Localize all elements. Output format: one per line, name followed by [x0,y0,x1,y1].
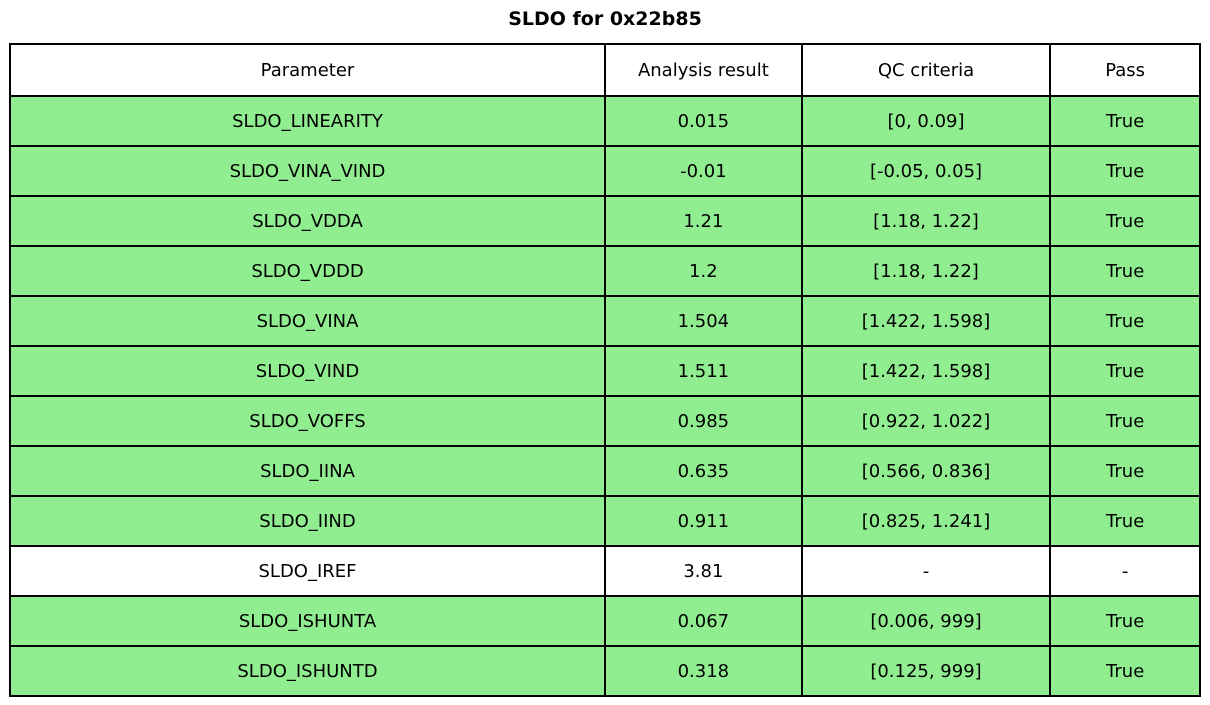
cell-parameter: SLDO_ISHUNTD [8,645,607,697]
cell-result: 0.067 [604,595,803,647]
table-row: SLDO_IIND 0.911 [0.825, 1.241] True [8,495,1201,547]
cell-result: 0.985 [604,395,803,447]
col-header-qc-criteria: QC criteria [800,43,1052,97]
cell-result: 0.911 [604,495,803,547]
table-row: SLDO_ISHUNTD 0.318 [0.125, 999] True [8,645,1201,697]
cell-result: 1.504 [604,295,803,347]
cell-criteria: [1.18, 1.22] [800,195,1052,247]
cell-result: 1.21 [604,195,803,247]
cell-pass: True [1049,345,1201,397]
cell-criteria: [0.125, 999] [800,645,1052,697]
cell-criteria: [1.18, 1.22] [800,245,1052,297]
table-row: SLDO_LINEARITY 0.015 [0, 0.09] True [8,95,1201,147]
cell-pass: True [1049,395,1201,447]
cell-criteria: [0.825, 1.241] [800,495,1052,547]
cell-criteria: [-0.05, 0.05] [800,145,1052,197]
cell-pass: True [1049,195,1201,247]
cell-pass: True [1049,145,1201,197]
cell-pass: True [1049,645,1201,697]
cell-result: 0.015 [604,95,803,147]
cell-parameter: SLDO_LINEARITY [8,95,607,147]
col-header-analysis-result: Analysis result [604,43,803,97]
cell-pass: True [1049,445,1201,497]
cell-parameter: SLDO_VINA_VIND [8,145,607,197]
qc-results-table: Parameter Analysis result QC criteria Pa… [8,43,1201,697]
table-row: SLDO_VINA 1.504 [1.422, 1.598] True [8,295,1201,347]
table-row: SLDO_VINA_VIND -0.01 [-0.05, 0.05] True [8,145,1201,197]
table-header: Parameter Analysis result QC criteria Pa… [8,43,1201,97]
table-row: SLDO_IREF 3.81- - [8,545,1201,597]
cell-parameter: SLDO_IIND [8,495,607,547]
cell-result: 3.81 [604,545,803,597]
cell-parameter: SLDO_IREF [8,545,607,597]
cell-result: 0.318 [604,645,803,697]
chart-title: SLDO for 0x22b85 [508,8,702,30]
cell-parameter: SLDO_VOFFS [8,395,607,447]
cell-pass: True [1049,495,1201,547]
table-body: SLDO_LINEARITY 0.015 [0, 0.09] True SLDO_VIN… [8,95,1201,697]
cell-pass: True [1049,295,1201,347]
table-row: SLDO_VIND 1.511 [1.422, 1.598] True [8,345,1201,397]
cell-result: 1.511 [604,345,803,397]
cell-criteria: [1.422, 1.598] [800,295,1052,347]
cell-parameter: SLDO_VIND [8,345,607,397]
cell-pass: True [1049,595,1201,647]
col-header-parameter: Parameter [8,43,607,97]
cell-criteria: [0.566, 0.836] [800,445,1052,497]
cell-criteria: [0.006, 999] [800,595,1052,647]
table-row: SLDO_ISHUNTA 0.067 [0.006, 999] True [8,595,1201,647]
cell-parameter: SLDO_VDDA [8,195,607,247]
table-row: SLDO_VOFFS 0.985 [0.922, 1.022] True [8,395,1201,447]
cell-parameter: SLDO_ISHUNTA [8,595,607,647]
cell-pass: True [1049,245,1201,297]
cell-criteria: [0.922, 1.022] [800,395,1052,447]
cell-criteria: - [800,545,1052,597]
col-header-pass: Pass [1049,43,1201,97]
cell-pass: - [1049,545,1201,597]
cell-parameter: SLDO_VINA [8,295,607,347]
cell-criteria: [0, 0.09] [800,95,1052,147]
cell-parameter: SLDO_VDDD [8,245,607,297]
table-row: SLDO_VDDD 1.2 [1.18, 1.22] True [8,245,1201,297]
header-row: Parameter Analysis result QC criteria Pa… [8,43,1201,97]
table-row: SLDO_VDDA 1.21 [1.18, 1.22] True [8,195,1201,247]
cell-parameter: SLDO_IINA [8,445,607,497]
cell-pass: True [1049,95,1201,147]
cell-result: 1.2 [604,245,803,297]
cell-result: 0.635 [604,445,803,497]
cell-criteria: [1.422, 1.598] [800,345,1052,397]
table-row: SLDO_IINA 0.635 [0.566, 0.836] True [8,445,1201,497]
cell-result: -0.01 [604,145,803,197]
